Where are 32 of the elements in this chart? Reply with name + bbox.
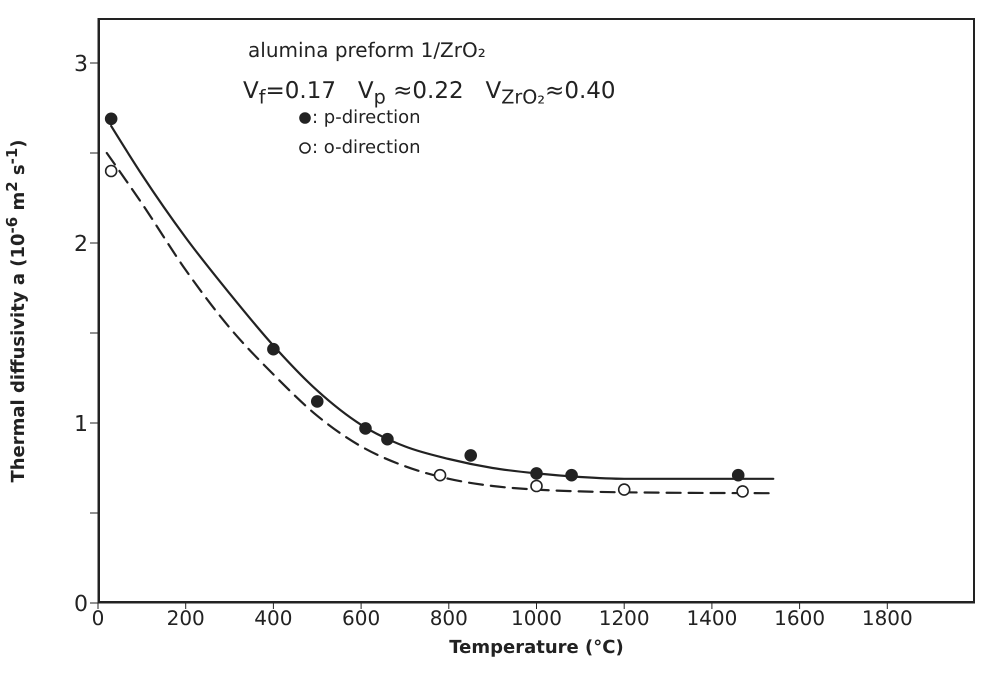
point [530,467,543,480]
annotation: V$_{f}$=0.17 V$_{p}$ ≈0.22 V$_{ZrO₂}$≈0.40 [243,78,616,109]
point [104,112,118,126]
point [434,468,446,482]
point [464,449,478,462]
point [310,395,324,408]
point [732,468,745,482]
x-tick-label: 1200 [598,606,650,630]
legend-label: : p-direction [312,107,421,130]
y-tick-label: 1 [74,412,88,437]
x-tick-label: 1800 [862,606,913,630]
point [736,485,749,498]
point [381,432,394,446]
point [267,342,280,356]
point [530,480,543,492]
y-tick-label: 3 [74,52,88,77]
x-tick-label: 400 [254,606,292,630]
point [565,468,578,482]
x-tick-label: 1000 [511,606,562,630]
annotation: alumina preform 1/ZrO₂ [248,38,486,62]
x-tick-label: 0 [92,606,104,630]
point [618,483,630,496]
x-tick-label: 1600 [774,606,826,630]
legend-label: : o-direction [312,136,421,160]
point [104,164,118,178]
x-tick-label: 1400 [686,606,738,630]
x-axis-title: Temperature (°C) [448,637,625,658]
y-tick-label: 2 [74,232,88,257]
x-tick-label: 600 [342,606,380,630]
x-tick-label: 200 [166,606,205,630]
x-tick-label: 800 [430,606,468,630]
point [359,422,372,435]
